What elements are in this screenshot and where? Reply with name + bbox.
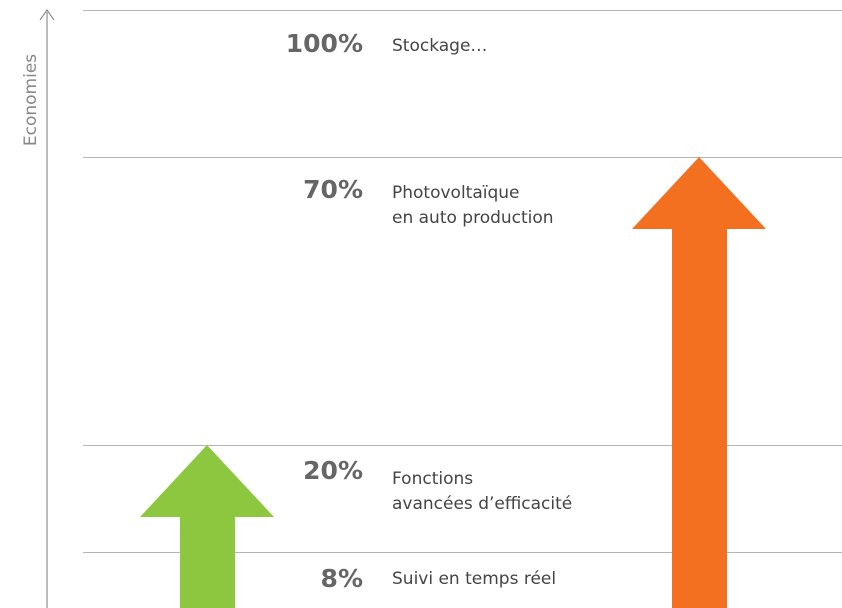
level-percent: 100% xyxy=(286,29,363,58)
level-label: avancées d’efficacité xyxy=(392,494,572,514)
green-arrow xyxy=(140,445,274,608)
level-label: Photovoltaïque xyxy=(392,183,520,203)
axis-label: Economies xyxy=(21,54,41,146)
axis-arrowhead xyxy=(39,9,55,21)
level-percent: 20% xyxy=(303,456,363,485)
level-percent: 8% xyxy=(321,564,363,593)
level-percent: 70% xyxy=(303,175,363,204)
orange-arrow xyxy=(632,157,766,608)
level-label: Stockage… xyxy=(392,36,487,56)
level-label: Fonctions xyxy=(392,469,473,489)
level-label: Suivi en temps réel xyxy=(392,569,556,589)
level-label: en auto production xyxy=(392,208,554,228)
